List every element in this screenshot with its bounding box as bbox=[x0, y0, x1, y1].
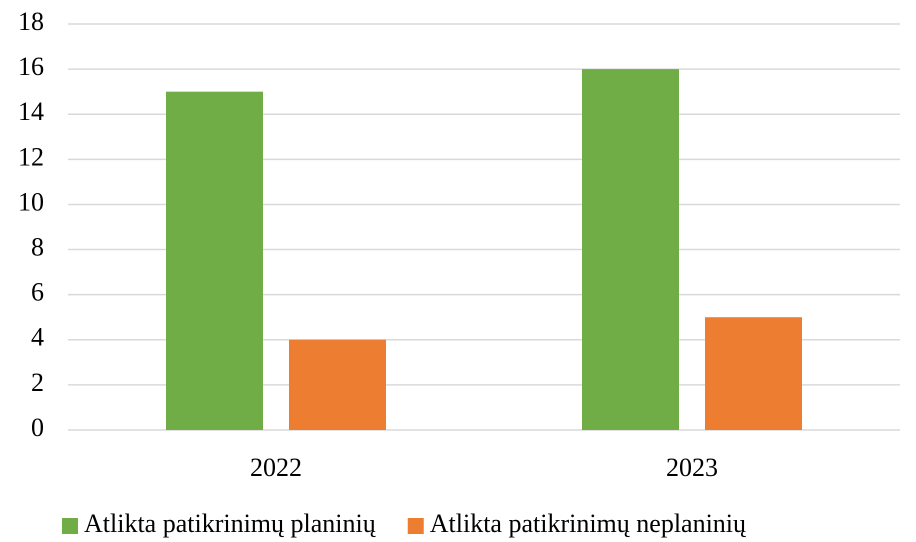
x-tick-label: 2022 bbox=[250, 453, 302, 482]
legend-label: Atlikta patikrinimų neplaninių bbox=[430, 509, 747, 538]
y-tick-label: 18 bbox=[18, 7, 44, 36]
legend-swatch bbox=[407, 518, 424, 534]
bar bbox=[705, 317, 802, 430]
legend-label: Atlikta patikrinimų planinių bbox=[84, 509, 377, 538]
y-tick-label: 12 bbox=[18, 142, 44, 171]
y-tick-label: 14 bbox=[18, 97, 44, 126]
y-tick-label: 16 bbox=[18, 52, 44, 81]
y-tick-label: 10 bbox=[18, 187, 44, 216]
y-tick-label: 6 bbox=[31, 278, 44, 307]
bar bbox=[289, 339, 386, 430]
bar bbox=[166, 91, 263, 431]
y-tick-label: 0 bbox=[31, 413, 44, 442]
y-tick-label: 2 bbox=[31, 368, 44, 397]
y-tick-label: 8 bbox=[31, 233, 44, 262]
legend-swatch bbox=[62, 518, 78, 534]
y-tick-label: 4 bbox=[31, 323, 44, 352]
x-tick-label: 2023 bbox=[666, 453, 718, 482]
bar bbox=[582, 69, 679, 430]
